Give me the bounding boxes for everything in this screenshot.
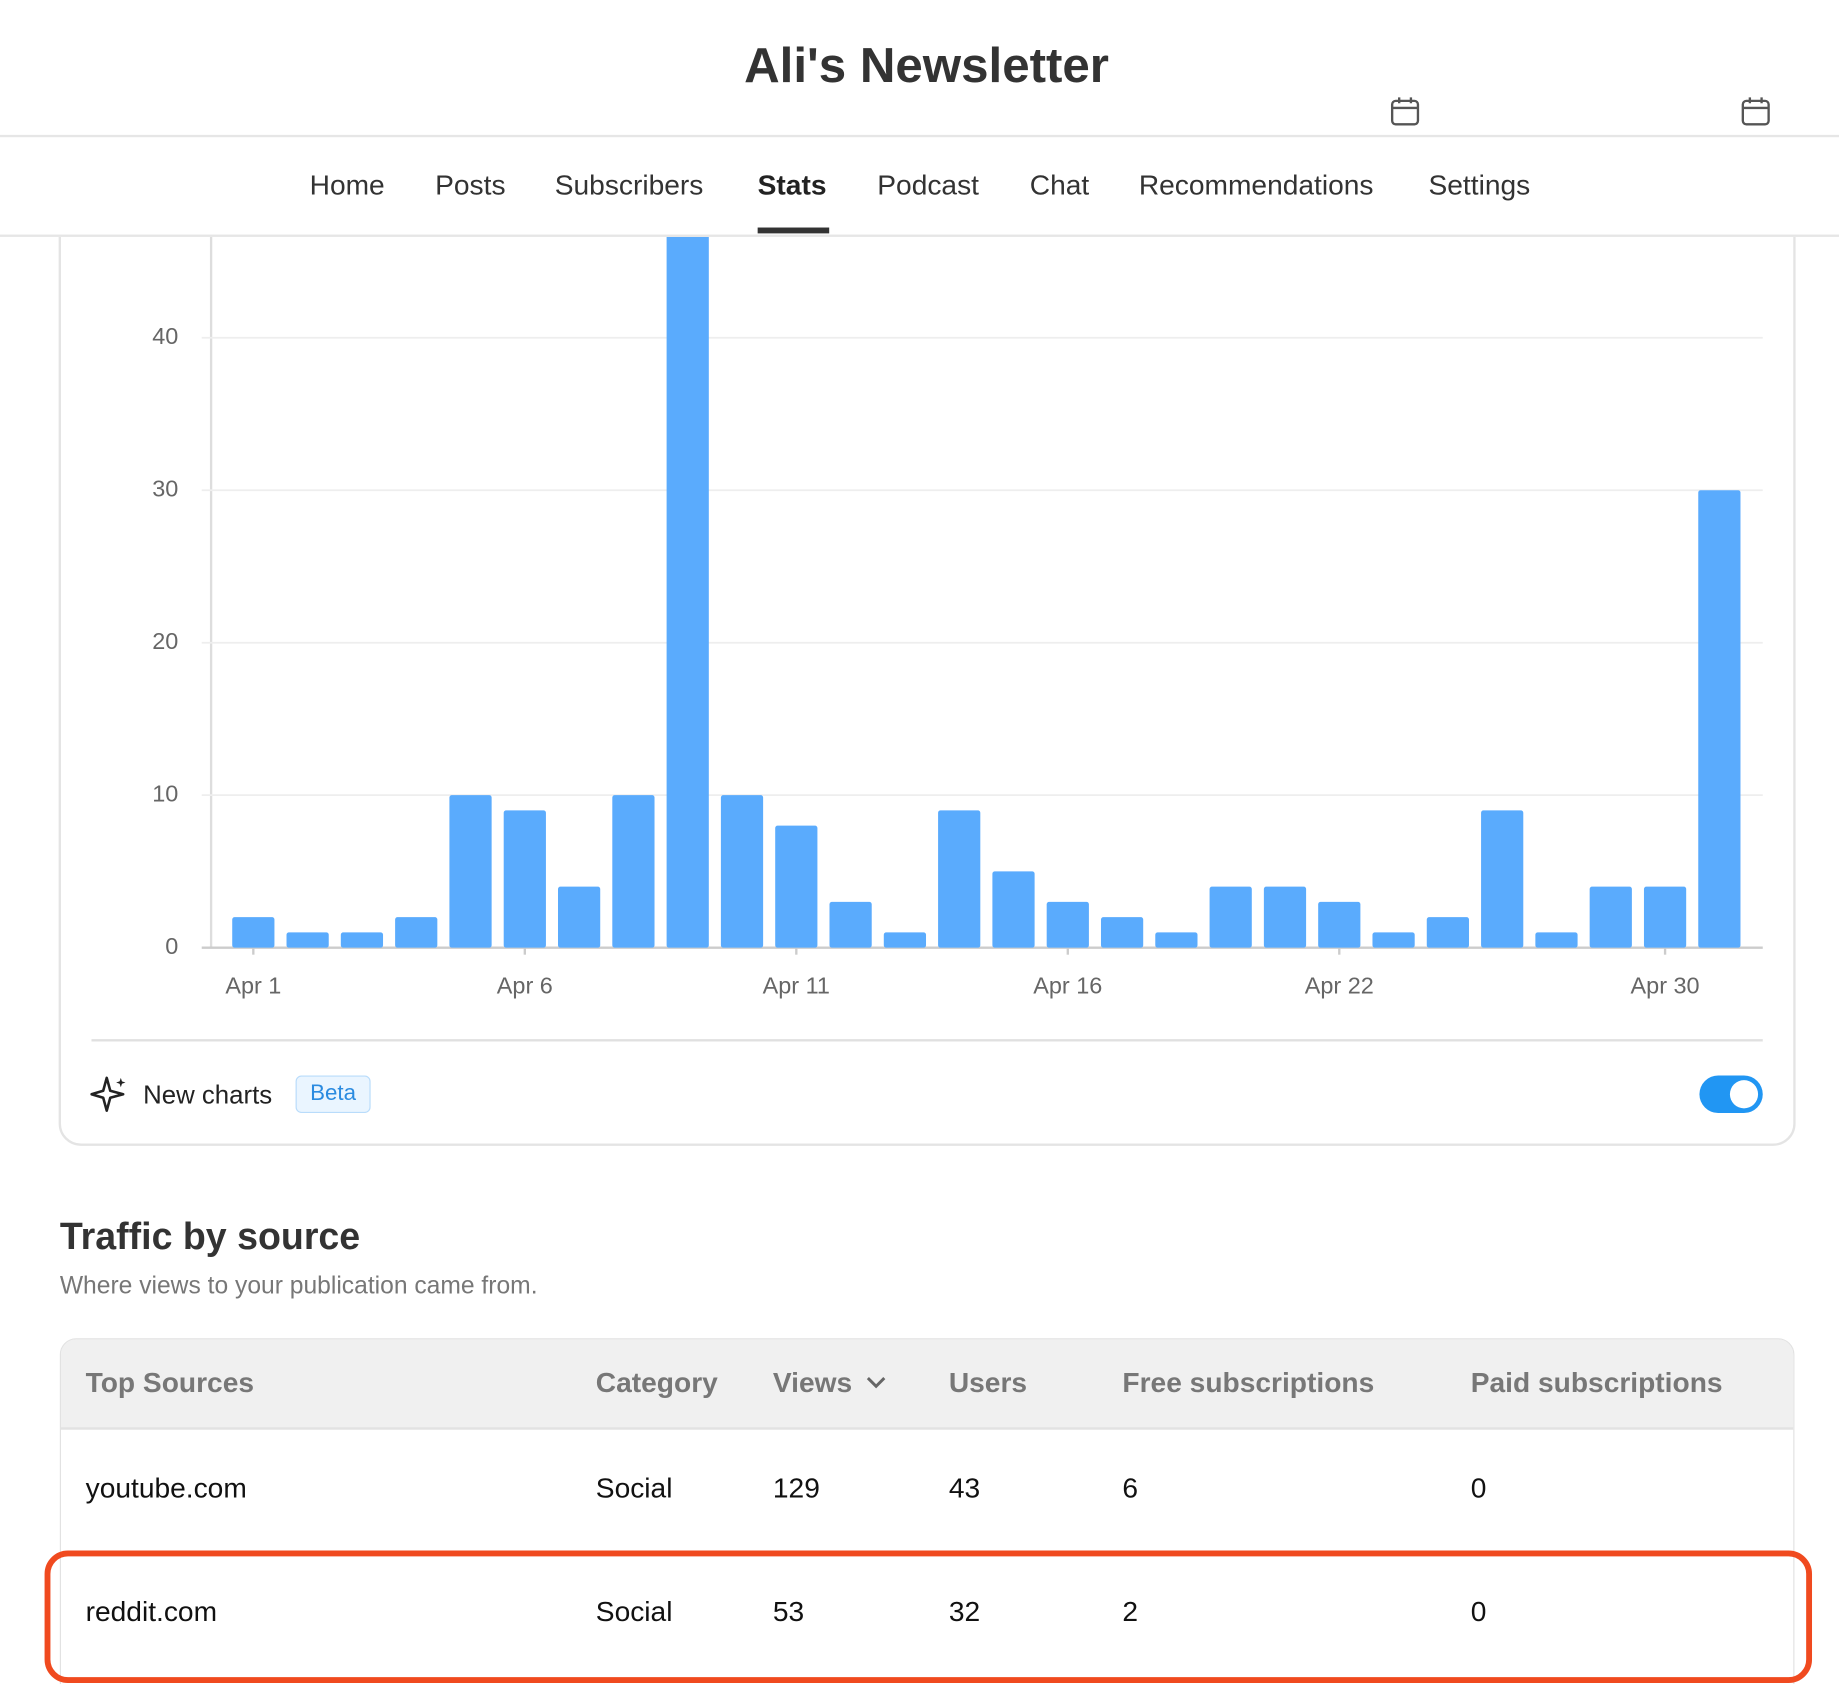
table-cell: Social [595,1473,673,1505]
table-cell: 43 [948,1473,981,1505]
column-header[interactable]: Top Sources [85,1367,255,1400]
table-cell: 0 [1470,1596,1487,1628]
x-tick-label: Apr 30 [1631,973,1700,999]
column-header[interactable]: Paid subscriptions [1470,1367,1723,1400]
header: Ali's Newsletter Home Posts Subscribers … [0,0,1839,237]
x-tick-label: Apr 1 [225,973,281,999]
table-cell: 32 [948,1596,981,1628]
table-cell: reddit.com [85,1596,218,1628]
x-tick-label: Apr 6 [497,973,553,999]
bar [1643,886,1687,948]
bar [1535,932,1578,948]
table-cell: 2 [1122,1596,1139,1628]
bar [449,795,492,948]
bar [340,932,384,948]
y-tick-label: 30 [152,475,178,501]
x-tick-label: Apr 22 [1305,973,1374,999]
bar [775,825,818,948]
bar [232,917,275,948]
bar [1698,490,1741,948]
active-underline [757,227,830,234]
section-title: Traffic by source [59,1215,361,1258]
bar [1046,901,1089,948]
column-header[interactable]: Category [595,1367,718,1400]
bar [1481,810,1524,948]
calendar-icon[interactable] [1740,96,1770,126]
column-header[interactable]: Free subscriptions [1122,1367,1375,1400]
nav-item[interactable]: Home [309,170,385,202]
x-tick-label: Apr 11 [763,973,830,999]
bar [1263,886,1307,948]
bar [395,917,438,948]
table-cell: 129 [772,1473,820,1505]
bar [666,231,709,948]
bar [1100,917,1144,948]
column-header[interactable]: Views [772,1367,853,1400]
publication-title: Ali's Newsletter [744,37,1109,93]
section-subtitle: Where views to your publication came fro… [59,1272,538,1300]
highlight-box [44,1550,1813,1684]
bar [1209,886,1252,948]
bar [1589,886,1632,948]
bar [720,795,764,948]
bar [612,795,655,948]
table-cell: youtube.com [85,1473,247,1505]
nav-item[interactable]: Posts [435,170,506,202]
bar [883,932,927,948]
nav-item[interactable]: Recommendations [1138,170,1374,202]
nav-item[interactable]: Podcast [877,170,979,202]
bar [286,932,329,948]
sort-chevron[interactable] [866,1375,887,1391]
bar [1155,932,1198,948]
toggle-switch[interactable] [1699,1075,1763,1114]
nav-item[interactable]: Settings [1428,170,1531,202]
chart-card [58,0,1796,1146]
chart: 0 10 20 30 40 Apr 1 Apr 6 Apr 11 Apr 16 Apr 22 Apr… [58,0,1796,1146]
calendar-icon[interactable] [1390,96,1420,126]
nav-item-active[interactable]: Stats [757,170,827,202]
bar [1372,932,1415,948]
y-tick-label: 20 [152,628,178,654]
bar [503,810,546,948]
nav-item[interactable]: Chat [1029,170,1090,202]
bar [938,810,981,948]
table-cell: 6 [1122,1473,1139,1505]
x-tick-label: Apr 16 [1033,973,1102,999]
table-cell: 53 [772,1596,805,1628]
nav-item[interactable]: Subscribers [554,170,704,202]
bar [829,901,872,948]
table-cell: 0 [1470,1473,1487,1505]
header-divider [0,134,1839,138]
toggle-label: New charts [143,1080,273,1110]
y-tick-label: 40 [152,323,178,349]
table-header [60,1339,1794,1430]
y-tick-label: 0 [165,933,178,959]
sparkle-icon [90,1076,126,1112]
column-header[interactable]: Users [948,1367,1028,1400]
bar [1426,917,1469,948]
bar [992,871,1035,948]
bar [558,886,601,948]
table-cell: Social [595,1596,673,1628]
y-tick-label: 10 [152,780,178,806]
beta-badge: Beta [295,1075,371,1114]
bar [1318,901,1361,948]
